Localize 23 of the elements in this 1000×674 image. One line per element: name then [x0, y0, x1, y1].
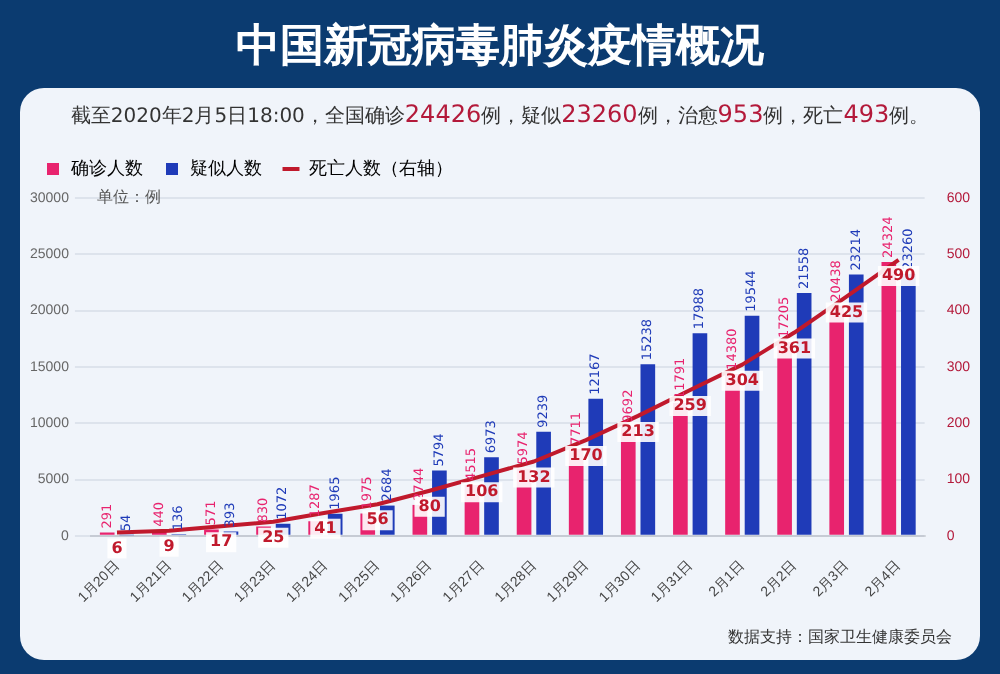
data-label: 490	[881, 266, 917, 285]
data-label: 304	[725, 370, 760, 389]
data-label: 25	[262, 527, 286, 546]
data-label: 213	[621, 422, 655, 441]
data-label: 41	[314, 518, 338, 537]
data-label: 425	[829, 302, 865, 321]
data-label: 132	[517, 467, 551, 486]
chart-title: 中国新冠病毒肺炎疫情概况	[234, 20, 766, 76]
data-label: 361	[777, 338, 812, 357]
data-label: 80	[418, 496, 442, 515]
y-axis-title: 单位：例	[96, 188, 161, 207]
data-label: 6	[111, 538, 124, 557]
data-label: 9	[163, 536, 176, 555]
data-label: 56	[366, 510, 390, 529]
data-label: 259	[673, 396, 708, 415]
data-label: 170	[569, 446, 604, 465]
text: 数据支持：国家卫生健康委员会	[728, 626, 952, 648]
data-label: 17	[210, 532, 233, 551]
text: 截至2020年2月5日18:00，全国确诊24426例，疑似23260例，治愈953例，死亡493例。	[70, 100, 930, 128]
legend-label: 疑似人数	[190, 157, 262, 178]
legend-label: 死亡人数（右轴）	[309, 157, 453, 178]
legend-label: 确诊人数	[69, 157, 143, 178]
data-label: 106	[465, 482, 500, 501]
